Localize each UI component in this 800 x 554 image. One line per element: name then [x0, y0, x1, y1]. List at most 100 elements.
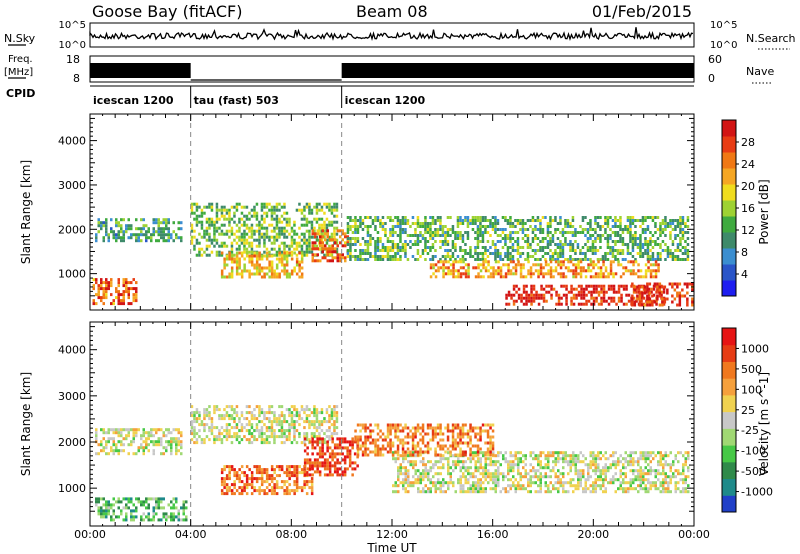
- echo-cell: [669, 466, 672, 470]
- echo-cell: [501, 237, 505, 240]
- echo-cell: [170, 233, 173, 237]
- echo-cell: [574, 266, 578, 270]
- echo-cell: [265, 411, 269, 415]
- echo-cell: [283, 492, 286, 496]
- echo-cell: [379, 258, 382, 261]
- echo-cell: [399, 246, 402, 249]
- echo-cell: [268, 223, 271, 227]
- echo-cell: [278, 217, 281, 221]
- echo-cell: [599, 228, 602, 231]
- echo-cell: [474, 460, 477, 464]
- echo-cell: [359, 435, 362, 439]
- echo-cell: [260, 483, 264, 487]
- echo-cell: [489, 487, 492, 491]
- echo-cell: [205, 435, 209, 439]
- echo-cell: [489, 219, 492, 222]
- echo-cell: [320, 223, 324, 227]
- echo-cell: [225, 232, 229, 236]
- echo-cell: [426, 246, 430, 249]
- echo-cell: [283, 235, 286, 239]
- echo-cell: [233, 211, 236, 215]
- echo-cell: [376, 231, 380, 234]
- echo-cell: [353, 440, 357, 444]
- echo-cell: [268, 411, 271, 415]
- echo-cell: [604, 219, 607, 222]
- echo-cell: [469, 475, 472, 479]
- echo-cell: [684, 240, 687, 243]
- echo-cell: [280, 241, 284, 245]
- echo-cell: [245, 474, 249, 478]
- echo-cell: [444, 260, 448, 264]
- echo-cell: [462, 463, 465, 467]
- echo-cell: [494, 478, 497, 482]
- echo-cell: [507, 293, 511, 297]
- echo-cell: [280, 480, 284, 484]
- echo-cell: [215, 226, 219, 230]
- echo-cell: [669, 234, 672, 237]
- echo-cell: [482, 451, 485, 455]
- echo-cell: [223, 257, 226, 261]
- echo-cell: [487, 269, 490, 273]
- echo-cell: [546, 240, 550, 243]
- echo-cell: [505, 293, 508, 297]
- echo-cell: [95, 431, 98, 435]
- echo-cell: [333, 467, 337, 471]
- echo-cell: [102, 281, 105, 285]
- echo-cell: [514, 225, 517, 228]
- echo-cell: [604, 252, 607, 255]
- echo-cell: [263, 414, 266, 418]
- echo-cell: [117, 302, 120, 306]
- echo-cell: [260, 269, 264, 273]
- echo-cell: [205, 238, 209, 242]
- echo-cell: [581, 228, 585, 231]
- echo-cell: [190, 229, 194, 233]
- echo-cell: [606, 246, 610, 249]
- echo-cell: [530, 302, 533, 306]
- echo-cell: [293, 269, 296, 273]
- echo-cell: [353, 452, 357, 456]
- echo-cell: [145, 446, 148, 450]
- echo-cell: [150, 431, 153, 435]
- echo-cell: [300, 468, 304, 472]
- echo-cell: [633, 303, 637, 307]
- echo-cell: [586, 249, 590, 252]
- echo-cell: [507, 272, 510, 276]
- echo-cell: [479, 263, 483, 267]
- echo-cell: [631, 303, 634, 307]
- echo-cell: [639, 484, 642, 488]
- echo-cell: [594, 272, 598, 276]
- echo-cell: [253, 417, 256, 421]
- echo-cell: [235, 235, 239, 239]
- echo-cell: [384, 255, 387, 258]
- echo-cell: [140, 239, 143, 243]
- echo-cell: [444, 225, 447, 228]
- echo-cell: [622, 457, 625, 461]
- echo-cell: [484, 249, 487, 252]
- echo-cell: [334, 256, 337, 260]
- echo-cell: [644, 249, 647, 252]
- echo-cell: [444, 258, 447, 261]
- echo-cell: [678, 294, 682, 298]
- echo-cell: [399, 234, 402, 237]
- echo-cell: [263, 241, 266, 245]
- echo-cell: [591, 234, 595, 237]
- echo-cell: [629, 237, 632, 240]
- echo-cell: [520, 293, 523, 297]
- echo-cell: [602, 490, 605, 494]
- echo-cell: [295, 272, 299, 276]
- echo-cell: [479, 460, 482, 464]
- echo-cell: [647, 260, 650, 264]
- echo-cell: [278, 423, 281, 427]
- echo-cell: [627, 463, 630, 467]
- echo-cell: [676, 294, 679, 298]
- echo-cell: [361, 237, 365, 240]
- echo-cell: [559, 484, 562, 488]
- echo-cell: [522, 263, 525, 267]
- echo-cell: [651, 240, 655, 243]
- echo-cell: [544, 484, 547, 488]
- echo-cell: [421, 237, 425, 240]
- echo-cell: [542, 296, 546, 300]
- echo-cell: [336, 461, 339, 465]
- echo-cell: [371, 237, 375, 240]
- echo-cell: [313, 423, 316, 427]
